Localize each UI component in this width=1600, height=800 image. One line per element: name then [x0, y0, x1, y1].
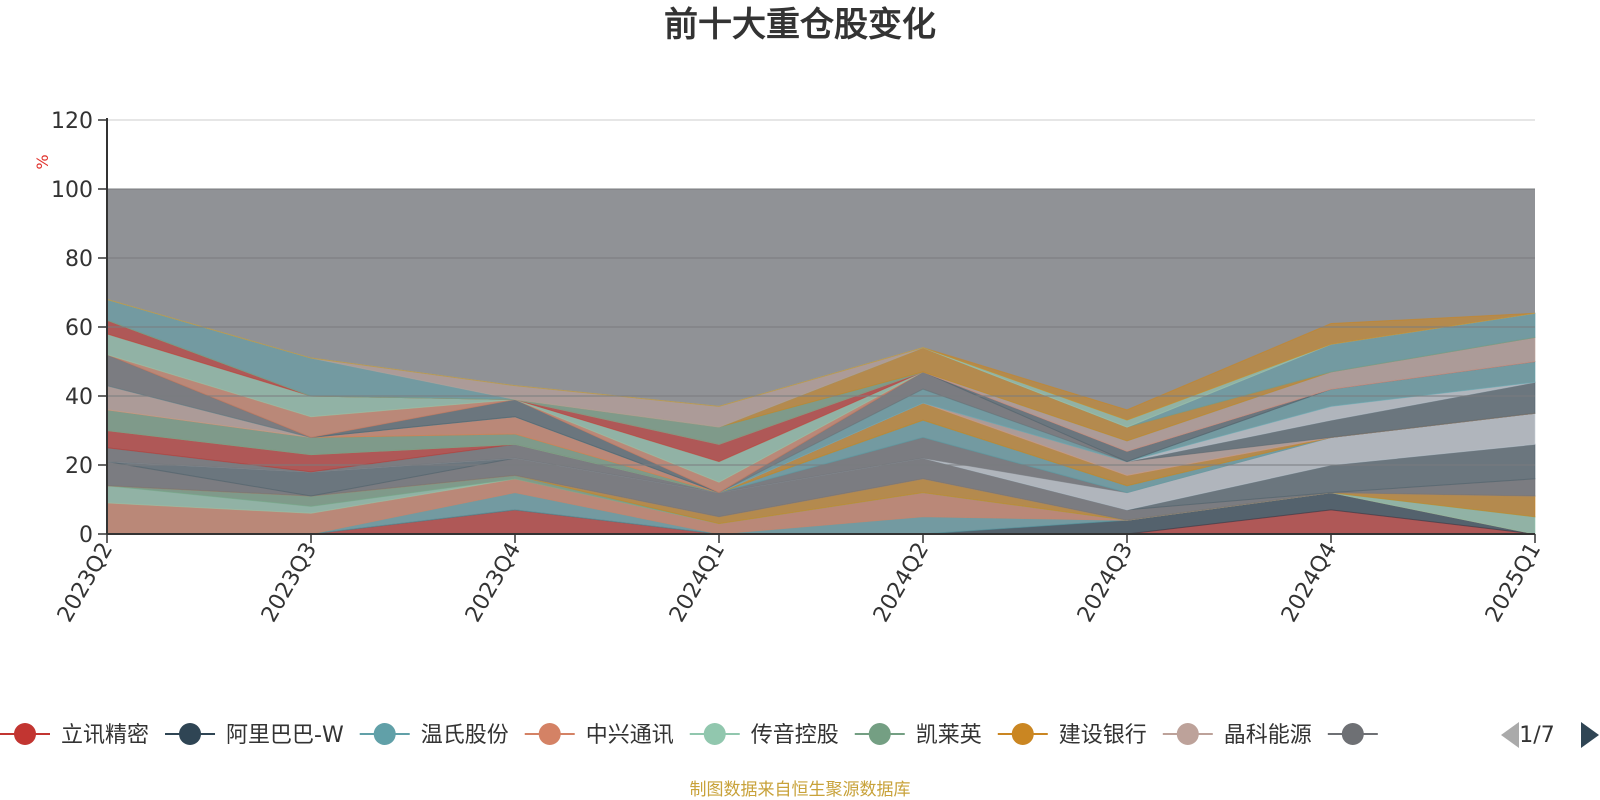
- chart-title: 前十大重仓股变化: [664, 5, 936, 45]
- legend-marker-icon: [868, 723, 891, 745]
- legend-label: 建设银行: [1059, 723, 1147, 748]
- legend-item[interactable]: 温氏股份: [359, 723, 509, 748]
- series-area-33: [106, 298, 1536, 421]
- x-tick-label: 2025Q1: [1481, 539, 1546, 627]
- legend-label: 中兴通讯: [586, 723, 674, 748]
- legend-label: 立讯精密: [61, 723, 149, 748]
- x-tick-label: 2024Q2: [869, 539, 934, 627]
- legend-item[interactable]: 建设银行: [997, 723, 1147, 748]
- legend-label: 温氏股份: [421, 723, 509, 748]
- y-tick-label: 0: [79, 523, 93, 548]
- y-tick-label: 60: [65, 316, 93, 341]
- legend-item[interactable]: [1327, 723, 1378, 745]
- x-tick-label: 2024Q3: [1073, 539, 1138, 627]
- legend-label: 阿里巴巴-W: [226, 723, 344, 748]
- legend-label: 凯莱英: [916, 723, 982, 748]
- legend-item[interactable]: 立讯精密: [0, 723, 149, 748]
- y-axis-unit-label: %: [33, 154, 52, 169]
- legend-label: 传音控股: [751, 723, 839, 748]
- legend-label: 晶科能源: [1224, 723, 1312, 748]
- y-tick-label: 120: [51, 109, 93, 134]
- triangle-left-icon[interactable]: [1501, 722, 1519, 748]
- legend-marker-icon: [14, 723, 36, 745]
- x-tick-label: 2023Q4: [461, 539, 526, 627]
- x-tick-label: 2023Q2: [53, 539, 118, 627]
- legend-marker-icon: [538, 723, 561, 745]
- x-tick-label: 2024Q4: [1277, 539, 1342, 627]
- legend-marker-icon: [373, 723, 396, 745]
- legend-marker-icon: [1341, 723, 1364, 745]
- plot-area: 0 20 40 60 80 100 120 2023Q2 2023Q3 2023Q4 2024Q1 2…: [51, 109, 1546, 627]
- legend-marker-icon: [1176, 723, 1199, 745]
- legend-marker-icon: [179, 723, 202, 745]
- legend-marker-icon: [703, 723, 726, 745]
- legend-item[interactable]: 中兴通讯: [524, 723, 674, 748]
- legend-item[interactable]: 传音控股: [689, 723, 839, 748]
- source-note: 制图数据来自恒生聚源数据库: [690, 780, 911, 800]
- legend-item[interactable]: 阿里巴巴-W: [165, 723, 344, 748]
- legend-item[interactable]: 晶科能源: [1162, 723, 1312, 748]
- y-tick-label: 20: [65, 454, 93, 479]
- legend-marker-icon: [1011, 723, 1034, 745]
- x-tick-label: 2023Q3: [257, 539, 322, 627]
- y-tick-label: 80: [65, 247, 93, 272]
- legend: 立讯精密 阿里巴巴-W 温氏股份 中兴通讯 传音控股 凯莱英 建设银行 晶科能源: [0, 722, 1599, 748]
- y-tick-label: 100: [51, 178, 93, 203]
- legend-page-indicator: 1/7: [1519, 723, 1554, 748]
- triangle-right-icon[interactable]: [1581, 722, 1599, 748]
- legend-item[interactable]: 凯莱英: [854, 723, 982, 748]
- y-tick-label: 40: [65, 385, 93, 410]
- x-tick-label: 2024Q1: [665, 539, 730, 627]
